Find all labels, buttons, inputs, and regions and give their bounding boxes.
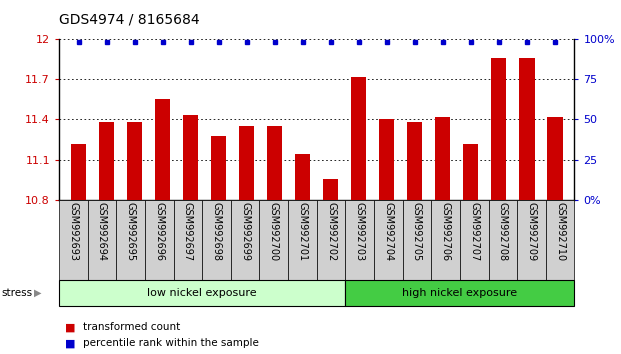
Bar: [351, 76, 366, 200]
Text: GSM992700: GSM992700: [269, 202, 279, 261]
Text: GSM992694: GSM992694: [97, 202, 107, 261]
Text: GSM992695: GSM992695: [125, 202, 135, 261]
Bar: [379, 120, 394, 200]
Text: GSM992702: GSM992702: [326, 202, 336, 261]
Text: GSM992705: GSM992705: [412, 202, 422, 261]
Bar: [71, 144, 86, 200]
Bar: [435, 117, 450, 200]
Text: stress: stress: [1, 288, 32, 298]
Bar: [491, 58, 507, 200]
Bar: [295, 154, 310, 200]
Text: GSM992697: GSM992697: [183, 202, 193, 261]
Text: ■: ■: [65, 338, 76, 348]
Bar: [239, 126, 255, 200]
Text: GSM992704: GSM992704: [383, 202, 393, 261]
Bar: [519, 58, 535, 200]
Bar: [407, 122, 422, 200]
Text: GSM992708: GSM992708: [498, 202, 508, 261]
Text: percentile rank within the sample: percentile rank within the sample: [83, 338, 258, 348]
Text: GDS4974 / 8165684: GDS4974 / 8165684: [59, 12, 199, 27]
Bar: [547, 117, 563, 200]
Bar: [127, 122, 142, 200]
Text: ▶: ▶: [34, 288, 41, 298]
Text: GSM992701: GSM992701: [297, 202, 307, 261]
Text: GSM992696: GSM992696: [154, 202, 164, 261]
Bar: [155, 99, 170, 200]
Text: GSM992698: GSM992698: [212, 202, 222, 261]
Bar: [183, 115, 198, 200]
Bar: [463, 144, 479, 200]
Text: GSM992707: GSM992707: [469, 202, 479, 261]
Text: low nickel exposure: low nickel exposure: [147, 288, 257, 298]
Text: GSM992709: GSM992709: [527, 202, 537, 261]
Text: GSM992693: GSM992693: [68, 202, 78, 261]
Bar: [267, 126, 283, 200]
Text: high nickel exposure: high nickel exposure: [402, 288, 517, 298]
Text: GSM992710: GSM992710: [555, 202, 565, 261]
Text: transformed count: transformed count: [83, 322, 180, 332]
Bar: [99, 122, 114, 200]
Bar: [211, 136, 227, 200]
Text: GSM992703: GSM992703: [355, 202, 365, 261]
Text: GSM992706: GSM992706: [440, 202, 451, 261]
Bar: [323, 178, 338, 200]
Text: ■: ■: [65, 322, 76, 332]
Text: GSM992699: GSM992699: [240, 202, 250, 261]
